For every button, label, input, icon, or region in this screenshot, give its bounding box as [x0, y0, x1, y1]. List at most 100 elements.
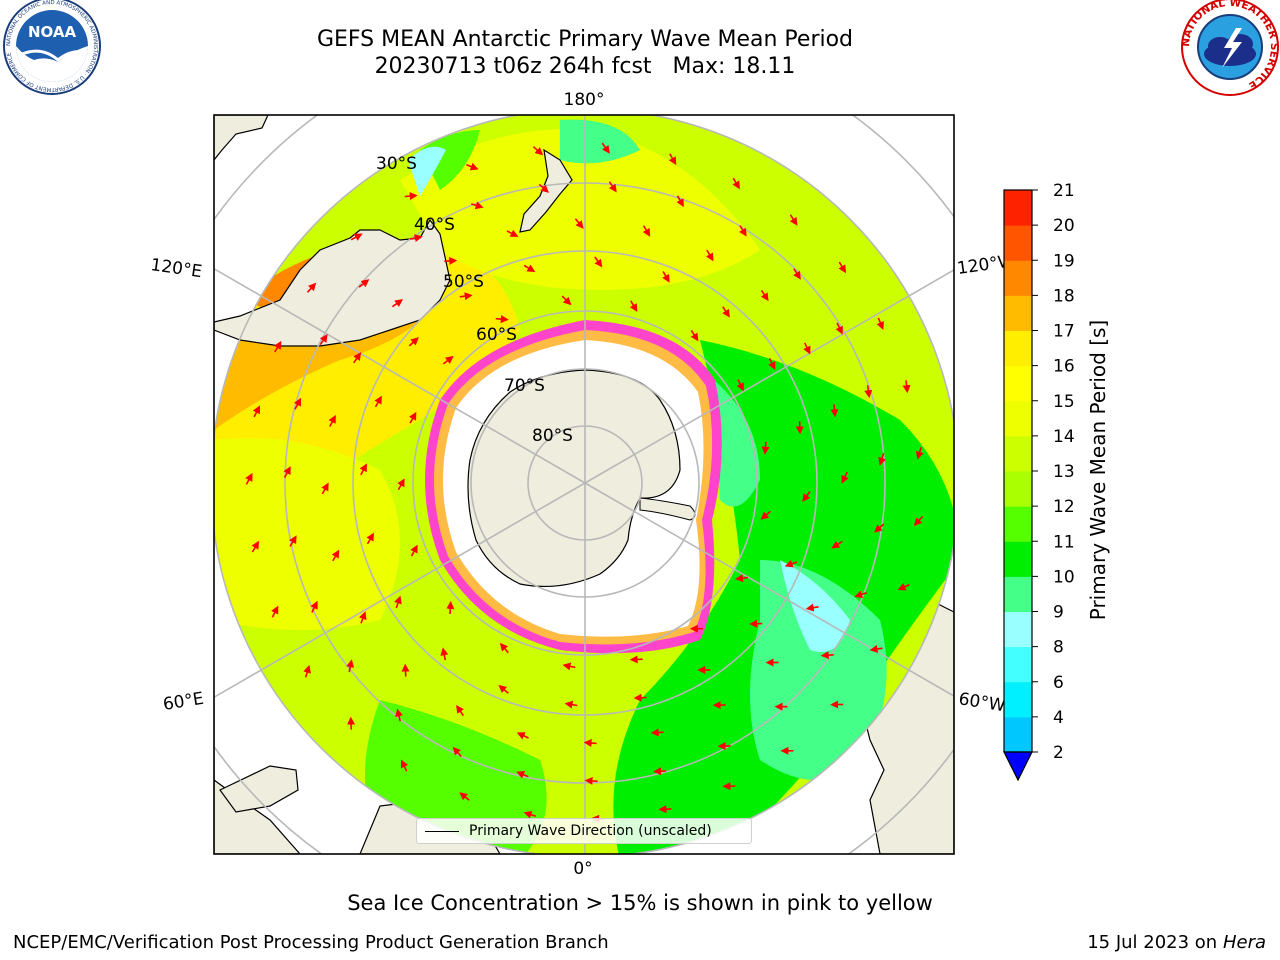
page-subtitle: 20230713 t06z 264h fcst Max: 18.11 [0, 54, 1170, 80]
wave-arrow [768, 357, 776, 370]
wave-arrow [498, 684, 509, 694]
wave-arrow [456, 704, 465, 717]
wave-arrow [409, 234, 423, 243]
wave-arrow [802, 491, 811, 503]
wave-arrow [897, 583, 910, 591]
noaa-logo: NOAA NATIONAL OCEANIC AND ATMOSPHERIC AD… [3, 0, 101, 95]
wave-arrow [562, 662, 576, 671]
colorbar-tick-label: 17 [1053, 322, 1075, 342]
wave-arrow [404, 192, 418, 201]
legend-label: Primary Wave Direction (unscaled) [469, 823, 712, 839]
wave-arrow [841, 471, 849, 484]
colorbar-tick-label: 2 [1053, 743, 1064, 763]
antarctica [467, 369, 681, 588]
wave-arrow [869, 645, 883, 653]
wave-arrow [328, 414, 336, 427]
wave-arrow [732, 177, 740, 190]
map-frame [213, 114, 955, 855]
wave-arrow [350, 233, 363, 241]
colorbar-segment [1004, 646, 1032, 683]
colorbar-segment [1004, 260, 1032, 296]
wave-arrow [516, 771, 529, 779]
wave-arrow [538, 183, 550, 193]
footer-left: NCEP/EMC/Verification Post Processing Pr… [13, 932, 609, 953]
lon-label-120e: 120°E [149, 255, 203, 282]
wave-arrow [289, 535, 297, 547]
wave-arrow [830, 404, 839, 418]
wave-arrow [864, 385, 873, 399]
wave-arrow [359, 463, 367, 476]
wave-arrow [452, 746, 462, 758]
wave-arrow [251, 540, 260, 553]
colorbar-tick-label: 6 [1053, 673, 1064, 693]
page-title: GEFS MEAN Antarctic Primary Wave Mean Pe… [316, 27, 854, 52]
lon-label-180: 180° [564, 90, 605, 110]
colorbar-segment [1004, 365, 1032, 402]
wave-arrow [583, 739, 597, 747]
wave-arrow [629, 300, 638, 313]
wave-arrow [594, 256, 603, 268]
wave-arrow [400, 759, 409, 772]
wave-arrow [303, 664, 311, 678]
nws-logo: NATIONAL WEATHER SERVICE [1180, 0, 1280, 96]
wave-arrow [245, 472, 253, 485]
wave-arrow [668, 153, 677, 166]
wave-arrow [499, 642, 509, 654]
wave-arrow [561, 295, 572, 306]
wave-arrow [564, 700, 578, 709]
lon-label-60e: 60°E [162, 689, 206, 715]
lat-label-50s: 50°S [443, 272, 484, 292]
wave-arrow [831, 540, 843, 549]
lon-label-0: 0° [573, 859, 592, 879]
wave-arrow [642, 225, 651, 237]
wave-arrow [915, 446, 924, 460]
colorbar-segment [1004, 681, 1032, 718]
wave-arrow [495, 315, 509, 324]
wave-arrow [442, 355, 454, 365]
wave-arrow [273, 340, 282, 353]
wave-arrow [662, 271, 670, 283]
colorbar-segment [1004, 295, 1032, 331]
wave-arrow [784, 559, 798, 568]
colorbar-segment [1004, 330, 1032, 367]
colorbar-tick-label: 20 [1053, 216, 1075, 236]
wave-arrow [408, 337, 419, 347]
lat-label-30s: 30°S [376, 154, 417, 174]
wave-arrow [761, 441, 770, 455]
wave-arrow [676, 195, 684, 208]
colorbar-tick-label: 16 [1053, 357, 1075, 377]
wave-arrow [446, 600, 455, 614]
wave-arrow [574, 218, 584, 229]
footer-host: Hera [1222, 932, 1266, 953]
wave-arrow [310, 600, 318, 613]
colorbar-segment [1004, 611, 1032, 648]
wave-arrow [321, 482, 329, 495]
colorbar-tick-label: 11 [1053, 532, 1075, 552]
wave-arrow [470, 201, 484, 210]
wave-arrow [374, 395, 382, 408]
wave-arrow [629, 655, 643, 664]
wave-arrow [854, 590, 867, 599]
wave-arrow [516, 732, 529, 740]
wave-arrow [358, 279, 370, 288]
footer-date: 15 Jul 2023 on [1087, 932, 1218, 953]
colorbar-tick-label: 4 [1053, 708, 1064, 728]
lon-label-60w: 60°W [957, 689, 1007, 716]
wave-arrow [306, 282, 317, 293]
wave-arrow [353, 352, 362, 364]
colorbar-tick-label: 21 [1053, 181, 1075, 201]
wave-arrow [440, 647, 449, 661]
wave-arrow [633, 693, 647, 702]
map-area: 30°S 40°S 50°S 60°S 70°S 80°S [214, 115, 954, 854]
wave-arrow [408, 411, 417, 424]
colorbar-segment [1004, 471, 1032, 507]
colorbar-tick-label: 15 [1053, 392, 1075, 412]
wave-arrow [653, 767, 667, 776]
legend-line-swatch [425, 830, 459, 832]
wave-arrow [876, 317, 884, 330]
colorbar-tick-label: 14 [1053, 427, 1075, 447]
colorbar-tick-label: 9 [1053, 603, 1064, 623]
wave-arrow [401, 663, 410, 677]
colorbar-tick-label: 8 [1053, 638, 1064, 658]
forecast-label: 20230713 t06z 264h fcst [374, 54, 652, 79]
